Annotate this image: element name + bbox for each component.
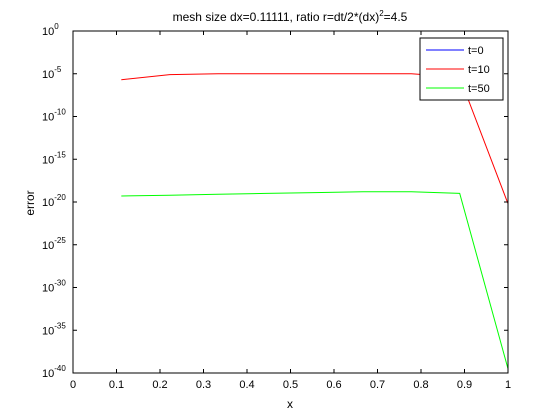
- x-tick-label: 0.1: [109, 379, 124, 391]
- x-tick-label: 0.7: [370, 379, 385, 391]
- legend-label-1: t=10: [468, 64, 490, 76]
- x-tick-label: 0.4: [239, 379, 254, 391]
- y-tick-label: 10-30: [42, 279, 66, 295]
- y-tick-label: 10-15: [42, 150, 66, 166]
- chart-title: mesh size dx=0.11111, ratio r=dt/2*(dx)2…: [173, 9, 408, 24]
- y-tick-base: 10: [42, 112, 54, 124]
- chart-title-tail: =4.5: [384, 10, 408, 24]
- y-tick-exponent: -5: [54, 65, 62, 74]
- legend-label-0: t=0: [468, 45, 484, 57]
- x-tick-label: 0.8: [413, 379, 428, 391]
- series-line-2: [121, 191, 509, 369]
- x-tick-label: 0.3: [196, 379, 211, 391]
- y-tick-label: 10-35: [42, 321, 66, 337]
- legend: t=0 t=10 t=50: [419, 37, 504, 101]
- y-tick-base: 10: [42, 26, 54, 38]
- y-tick-label: 100: [42, 22, 59, 38]
- y-tick-exponent: -35: [54, 321, 66, 330]
- y-tick-base: 10: [42, 368, 54, 380]
- y-tick-base: 10: [42, 325, 54, 337]
- legend-label-2: t=50: [468, 83, 490, 95]
- plot-frame: [72, 30, 509, 374]
- y-tick-exponent: -10: [54, 108, 66, 117]
- y-tick-exponent: -40: [54, 364, 66, 373]
- y-tick-exponent: -25: [54, 236, 66, 245]
- x-tick-label: 0.5: [283, 379, 298, 391]
- y-tick-label: 10-25: [42, 236, 66, 252]
- y-tick-label: 10-5: [42, 65, 62, 81]
- y-tick-base: 10: [42, 154, 54, 166]
- y-tick-label: 10-10: [42, 108, 66, 124]
- x-tick-label: 0: [70, 379, 76, 391]
- y-tick-exponent: -30: [54, 279, 66, 288]
- y-tick-exponent: -15: [54, 150, 66, 159]
- y-tick-exponent: -20: [54, 193, 66, 202]
- x-tick-label: 1: [505, 379, 511, 391]
- y-tick-base: 10: [42, 69, 54, 81]
- x-tick-label: 0.9: [457, 379, 472, 391]
- y-tick-base: 10: [42, 197, 54, 209]
- y-tick-label: 10-40: [42, 364, 66, 380]
- x-tick-label: 0.2: [152, 379, 167, 391]
- x-tick-label: 0.6: [326, 379, 341, 391]
- x-axis-label: x: [287, 397, 293, 411]
- y-tick-base: 10: [42, 240, 54, 252]
- y-tick-base: 10: [42, 283, 54, 295]
- y-tick-label: 10-20: [42, 193, 66, 209]
- y-tick-exponent: 0: [54, 22, 59, 31]
- y-axis-label: error: [23, 190, 37, 215]
- chart-title-main: mesh size dx=0.11111, ratio r=dt/2*(dx): [173, 10, 380, 24]
- chart-title-sup: 2: [379, 9, 384, 18]
